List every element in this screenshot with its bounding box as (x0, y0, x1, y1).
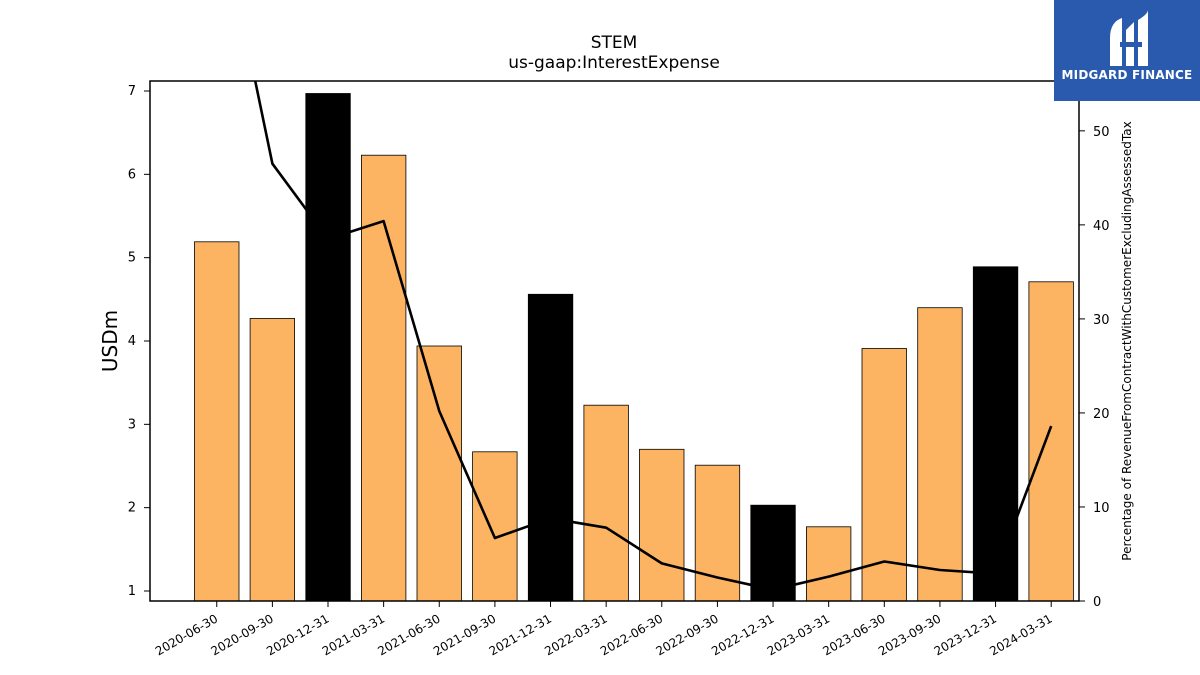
x-tick-label: 2023-09-30 (876, 611, 943, 658)
y-right-tick-label: 30 (1093, 313, 1110, 328)
y-tick-label: 6 (128, 167, 136, 182)
y-right-tick-label: 40 (1093, 219, 1110, 234)
x-tick-label: 2022-03-31 (542, 611, 609, 658)
bar-2023-03-31 (806, 526, 852, 602)
y-right-tick-label: 50 (1093, 125, 1110, 140)
midgard-logo-icon (1110, 10, 1148, 66)
line-layer (253, 81, 1053, 592)
bar-2021-03-31 (360, 154, 407, 602)
y-tick-label: 3 (128, 417, 136, 432)
bar-2020-12-31 (305, 93, 351, 602)
x-tick-label: 2021-03-31 (320, 611, 387, 658)
chart-title: STEM (591, 33, 638, 53)
bar-2022-06-30 (639, 448, 685, 602)
bar-2020-06-30 (194, 241, 240, 602)
y-right-tick-label: 10 (1093, 501, 1110, 516)
bar-2023-09-30 (917, 307, 963, 602)
brand-logo: MIDGARD FINANCE (1054, 0, 1200, 101)
y-right-tick-label: 0 (1093, 595, 1101, 610)
x-tick-label: 2023-03-31 (765, 611, 832, 658)
percentage-line (253, 81, 1053, 592)
x-tick-label: 2023-12-31 (932, 611, 999, 658)
y-tick-label: 1 (128, 584, 136, 599)
y-tick-label: 2 (128, 501, 136, 516)
bar-2022-03-31 (583, 404, 629, 602)
y-tick-label: 4 (128, 334, 136, 349)
brand-name: MIDGARD FINANCE (1061, 68, 1193, 82)
y-axis-label: USDm (98, 310, 122, 372)
bar-2021-12-31 (527, 293, 574, 602)
chart-subtitle: us-gaap:InterestExpense (508, 53, 720, 73)
y-tick-label: 5 (128, 251, 136, 266)
x-tick-label: 2024-03-31 (987, 611, 1054, 658)
y-axis-right: 0 10 20 30 40 50 (1079, 125, 1110, 610)
y-tick-label: 7 (128, 84, 136, 99)
x-tick-label: 2020-09-30 (208, 611, 275, 658)
bar-group (194, 93, 1074, 602)
x-tick-label: 2021-06-30 (375, 611, 442, 658)
bar-2021-09-30 (472, 451, 518, 602)
x-tick-label: 2020-06-30 (153, 611, 220, 658)
bar-2023-06-30 (861, 348, 907, 602)
bar-2024-03-31 (1028, 281, 1074, 602)
x-tick-label: 2021-12-31 (487, 611, 554, 658)
bar-2020-09-30 (249, 318, 296, 602)
bar-2021-06-30 (416, 345, 462, 602)
x-tick-label: 2022-06-30 (598, 611, 665, 658)
x-tick-label: 2022-12-31 (709, 611, 776, 658)
y-right-tick-label: 20 (1093, 407, 1110, 422)
x-tick-label: 2021-09-30 (431, 611, 498, 658)
y-axis-right-label: Percentage of RevenueFromContractWithCus… (1120, 121, 1134, 560)
x-tick-label: 2020-12-31 (264, 611, 331, 658)
bar-2023-12-31 (972, 266, 1019, 602)
y-axis-left: 1 2 3 4 5 6 7 (128, 84, 150, 599)
x-axis: 2020-06-302020-09-302020-12-312021-03-31… (153, 601, 1055, 658)
x-tick-label: 2023-06-30 (820, 611, 887, 658)
x-tick-label: 2022-09-30 (654, 611, 721, 658)
